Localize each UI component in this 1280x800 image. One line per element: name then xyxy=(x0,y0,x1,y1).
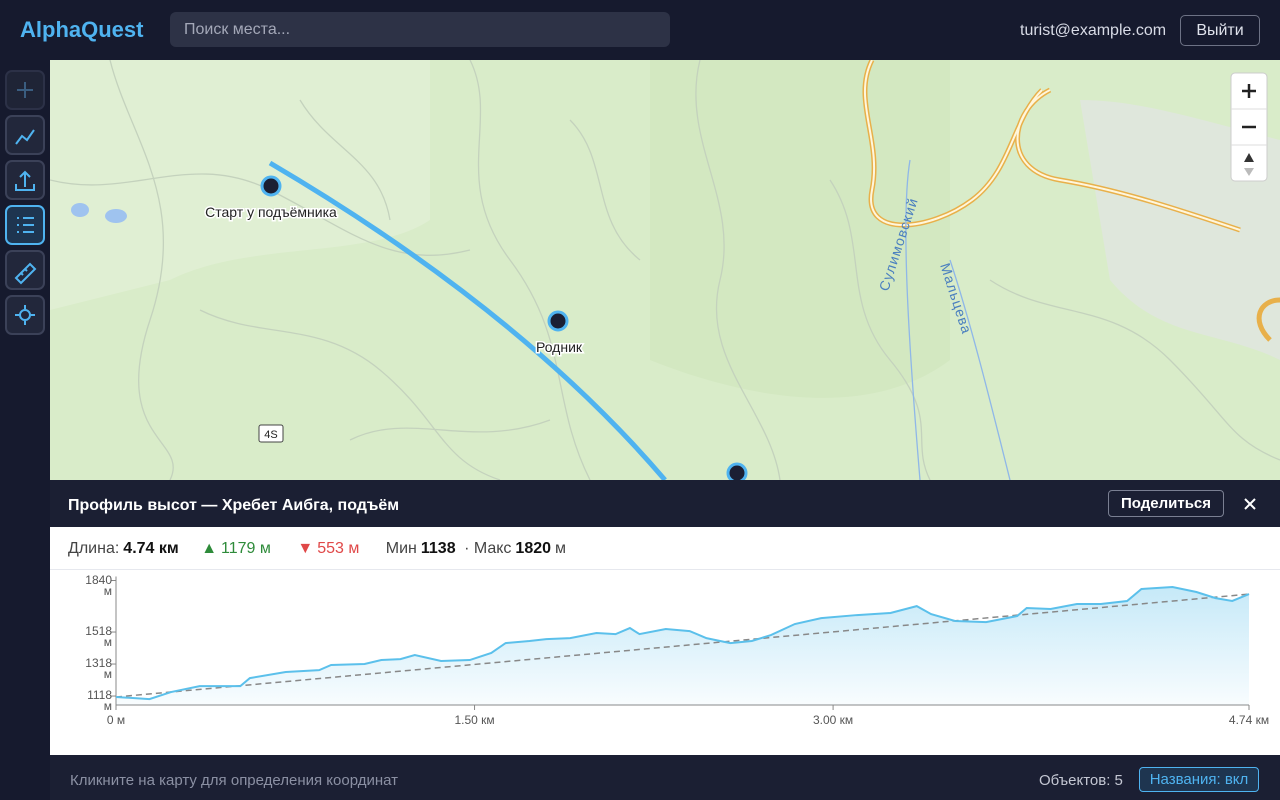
marker-label: Родник xyxy=(536,339,583,355)
object-count: Объектов: 5 xyxy=(1039,772,1123,789)
length-label: Длина: xyxy=(68,540,120,557)
panel-title: Профиль высот — Хребет Аибга, подъём xyxy=(68,497,400,514)
elevation-area xyxy=(116,587,1249,705)
length: 4.74 км xyxy=(123,540,179,557)
y-tick-label: 1318 м xyxy=(85,656,112,682)
hint: Кликните на карту для определения коорди… xyxy=(70,772,399,789)
elevation-line xyxy=(115,586,1250,701)
logout-button[interactable]: Выйти xyxy=(1180,15,1260,46)
y-tick-label: 1840 м xyxy=(85,572,112,598)
descent: 553 м xyxy=(317,540,360,557)
max-unit: м xyxy=(555,540,567,557)
max: 1820 xyxy=(515,540,552,557)
panel-header xyxy=(50,480,1280,527)
stats-row: Длина: 4.74 км ▲ 1179 м ▼ 553 м Мин 1138 · М… xyxy=(50,527,1280,570)
toolbar-icons xyxy=(5,70,45,335)
min: 1138 xyxy=(420,540,456,557)
brand[interactable]: AlphaQuest xyxy=(20,17,144,42)
share-button[interactable]: Поделиться xyxy=(1108,490,1224,517)
x-tick-label: 4.74 км xyxy=(1229,713,1269,727)
marker-label: Старт у подъёмника xyxy=(205,204,337,220)
map[interactable]: Старт у подъёмника Родник 4S Сулимовский… xyxy=(50,60,1280,480)
search-input[interactable]: Поиск места... xyxy=(170,12,670,47)
x-tick-label: 1.50 км xyxy=(454,713,494,727)
user-email: turist@example.com xyxy=(1020,22,1167,39)
y-tick-label: 1118 м xyxy=(87,688,112,714)
y-tick-label: 1518 м xyxy=(85,624,112,650)
road-label: 4S xyxy=(264,429,277,441)
ascent: 1179 м xyxy=(221,540,271,557)
x-tick-label: 3.00 км xyxy=(813,713,853,727)
footer xyxy=(50,755,1280,800)
min-label: Мин xyxy=(385,540,417,557)
x-tick-label: 0 м xyxy=(107,713,125,727)
zoom-controls[interactable] xyxy=(1230,72,1268,182)
elevation-chart[interactable]: 0 м 1.50 км 3.00 км 4.74 км 1118 м 1318 м 151… xyxy=(50,570,1280,755)
max-label: · Макс xyxy=(464,540,512,557)
close-button[interactable] xyxy=(1243,497,1257,511)
names-toggle[interactable]: Названия: вкл xyxy=(1139,767,1259,792)
chart-plot: 0 м 1.50 км 3.00 км 4.74 км xyxy=(107,576,1269,727)
toolbar xyxy=(0,60,50,800)
